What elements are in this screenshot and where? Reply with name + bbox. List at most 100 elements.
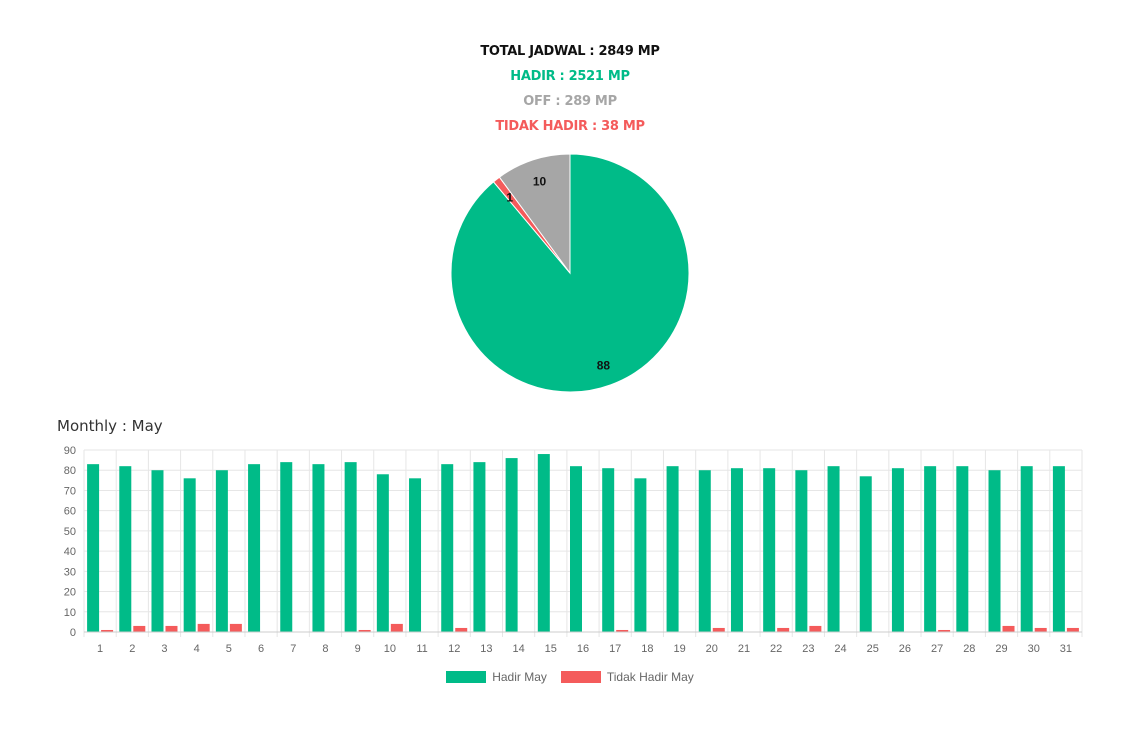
bar-hadir[interactable] xyxy=(473,462,486,632)
y-tick-label: 0 xyxy=(70,627,76,639)
x-tick-label: 27 xyxy=(931,643,943,655)
y-tick-label: 10 xyxy=(64,607,76,619)
y-tick-label: 80 xyxy=(64,465,76,477)
x-tick-label: 22 xyxy=(770,643,782,655)
x-tick-label: 20 xyxy=(706,643,718,655)
bar-hadir[interactable] xyxy=(924,466,937,632)
x-tick-label: 28 xyxy=(963,643,975,655)
bar-hadir[interactable] xyxy=(505,458,518,632)
y-tick-label: 20 xyxy=(64,587,76,599)
x-tick-label: 18 xyxy=(641,643,653,655)
bar-hadir[interactable] xyxy=(119,466,132,632)
bar-hadir[interactable] xyxy=(215,470,228,632)
x-tick-label: 15 xyxy=(545,643,557,655)
bar-hadir[interactable] xyxy=(602,468,615,632)
bar-hadir[interactable] xyxy=(183,478,196,632)
bar-hadir[interactable] xyxy=(312,464,325,632)
bar-hadir[interactable] xyxy=(988,470,1001,632)
bar-chart-legend: Hadir May Tidak Hadir May xyxy=(0,670,1140,684)
total-schedule-label: TOTAL JADWAL : 2849 MP xyxy=(480,44,660,59)
x-tick-label: 26 xyxy=(899,643,911,655)
present-label: HADIR : 2521 MP xyxy=(510,69,630,84)
bar-hadir[interactable] xyxy=(409,478,422,632)
bar-hadir[interactable] xyxy=(570,466,582,632)
bar-hadir[interactable] xyxy=(763,468,776,632)
bar-hadir[interactable] xyxy=(376,474,389,632)
x-tick-label: 8 xyxy=(322,643,328,655)
bar-tidak-hadir[interactable] xyxy=(229,623,242,632)
bar-hadir[interactable] xyxy=(730,468,743,632)
bar-hadir[interactable] xyxy=(344,462,357,632)
y-tick-label: 30 xyxy=(64,566,76,578)
bar-tidak-hadir[interactable] xyxy=(938,629,951,632)
x-tick-label: 1 xyxy=(97,643,103,655)
bar-tidak-hadir[interactable] xyxy=(358,629,371,632)
legend-item-tidak-hadir[interactable]: Tidak Hadir May xyxy=(560,670,694,684)
y-tick-label: 60 xyxy=(64,506,76,518)
bar-hadir[interactable] xyxy=(1052,466,1065,632)
bar-tidak-hadir[interactable] xyxy=(197,623,210,632)
bar-tidak-hadir[interactable] xyxy=(809,625,822,632)
bar-tidak-hadir[interactable] xyxy=(101,629,114,632)
monthly-chart-title: Monthly : May xyxy=(57,417,163,435)
off-label: OFF : 289 MP xyxy=(523,94,617,109)
x-tick-label: 25 xyxy=(867,643,879,655)
y-tick-label: 50 xyxy=(64,526,76,538)
bar-tidak-hadir[interactable] xyxy=(455,627,468,632)
bar-hadir[interactable] xyxy=(441,464,454,632)
bar-hadir[interactable] xyxy=(827,466,840,632)
x-tick-label: 31 xyxy=(1060,643,1072,655)
bar-hadir[interactable] xyxy=(956,466,969,632)
bar-tidak-hadir[interactable] xyxy=(1066,627,1079,632)
x-tick-label: 12 xyxy=(448,643,460,655)
x-tick-label: 2 xyxy=(129,643,135,655)
x-tick-label: 10 xyxy=(384,643,396,655)
bar-tidak-hadir[interactable] xyxy=(1002,625,1015,632)
x-tick-label: 11 xyxy=(416,643,427,655)
pie-data-label: 88 xyxy=(597,359,611,373)
bar-hadir[interactable] xyxy=(280,462,293,632)
absent-label: TIDAK HADIR : 38 MP xyxy=(495,119,645,134)
pie-data-label: 1 xyxy=(506,190,513,204)
bar-tidak-hadir[interactable] xyxy=(616,629,629,632)
x-tick-label: 30 xyxy=(1028,643,1040,655)
bar-tidak-hadir[interactable] xyxy=(777,627,790,632)
x-tick-label: 5 xyxy=(226,643,232,655)
x-tick-label: 14 xyxy=(512,643,524,655)
bar-tidak-hadir[interactable] xyxy=(1034,627,1047,632)
legend-item-hadir[interactable]: Hadir May xyxy=(446,670,547,684)
bar-hadir[interactable] xyxy=(248,464,261,632)
legend-swatch-hadir xyxy=(446,671,487,683)
bar-tidak-hadir[interactable] xyxy=(390,623,403,632)
bar-hadir[interactable] xyxy=(1020,466,1033,632)
bar-hadir[interactable] xyxy=(666,466,679,632)
legend-label-tidak-hadir: Tidak Hadir May xyxy=(606,670,694,684)
bar-hadir[interactable] xyxy=(859,476,872,632)
x-tick-label: 17 xyxy=(609,643,621,655)
bar-hadir[interactable] xyxy=(698,470,711,632)
x-tick-label: 24 xyxy=(834,643,846,655)
bar-hadir[interactable] xyxy=(634,478,647,632)
attendance-pie-chart: 88 1 10 xyxy=(450,153,690,393)
bar-hadir[interactable] xyxy=(151,470,164,632)
x-tick-label: 23 xyxy=(802,643,814,655)
y-tick-label: 40 xyxy=(64,546,76,558)
pie-data-label: 10 xyxy=(533,174,547,188)
x-tick-label: 21 xyxy=(738,643,750,655)
x-tick-label: 7 xyxy=(290,643,296,655)
x-tick-label: 29 xyxy=(995,643,1007,655)
bar-hadir[interactable] xyxy=(537,454,550,632)
bar-tidak-hadir[interactable] xyxy=(133,625,146,632)
x-tick-label: 19 xyxy=(673,643,685,655)
pie-slice-off[interactable] xyxy=(498,153,571,275)
y-tick-label: 70 xyxy=(64,485,76,497)
bar-tidak-hadir[interactable] xyxy=(165,625,178,632)
x-tick-label: 6 xyxy=(258,643,264,655)
bar-tidak-hadir[interactable] xyxy=(712,627,725,632)
bar-hadir[interactable] xyxy=(87,464,100,632)
bar-hadir[interactable] xyxy=(891,468,904,632)
x-tick-label: 9 xyxy=(355,643,361,655)
legend-label-hadir: Hadir May xyxy=(492,670,547,684)
bar-hadir[interactable] xyxy=(795,470,808,632)
